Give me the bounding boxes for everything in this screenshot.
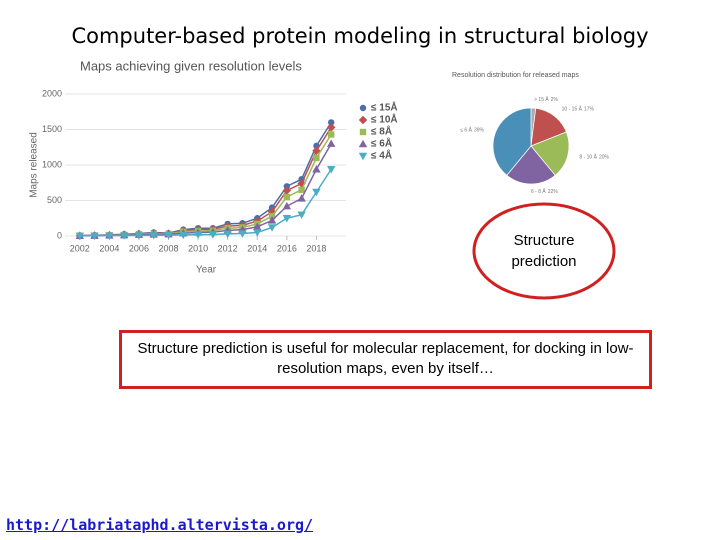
x-tick-label: 2014 <box>247 243 267 253</box>
marker <box>282 201 292 210</box>
pie-slice <box>492 107 532 176</box>
y-tick-label: 0 <box>57 230 62 240</box>
series-line <box>79 126 332 237</box>
x-tick-label: 2016 <box>277 243 297 253</box>
marker <box>238 230 247 238</box>
marker <box>359 104 367 112</box>
marker <box>298 186 305 194</box>
marker <box>267 216 277 224</box>
pie-label: 10 - 15 Å 17% <box>562 106 595 113</box>
x-tick-label: 2010 <box>188 243 208 253</box>
y-tick-label: 1000 <box>42 159 62 169</box>
pie-label: 6 - 8 Å 22% <box>531 188 558 195</box>
marker <box>297 211 306 219</box>
slide-title: Computer-based protein modeling in struc… <box>71 24 649 48</box>
marker <box>312 188 321 197</box>
marker <box>75 232 84 241</box>
marker <box>359 128 367 136</box>
marker <box>208 231 218 239</box>
marker <box>119 232 129 240</box>
marker <box>223 230 232 239</box>
marker <box>149 232 158 240</box>
y-tick-label: 500 <box>47 195 62 205</box>
pie-value: 20% <box>599 155 610 161</box>
x-axis-label: Year <box>196 265 217 276</box>
marker <box>328 131 335 138</box>
link[interactable]: http://labriataphd.altervista.org/ <box>6 516 314 534</box>
pie-label: 8 - 10 Å 20% <box>579 154 609 161</box>
marker <box>358 152 368 161</box>
series-line <box>79 134 332 237</box>
marker <box>283 183 291 190</box>
pie-label: > 15 Å 2% <box>534 96 558 103</box>
pie-category: 6 - 8 Å <box>531 188 546 195</box>
note-box: Structure prediction is useful for molec… <box>119 330 652 389</box>
marker <box>358 115 368 125</box>
y-axis-label: Maps released <box>29 132 40 198</box>
ellipse-label: Structure prediction <box>511 232 577 270</box>
y-tick-label: 1500 <box>42 124 62 134</box>
marker <box>312 146 321 155</box>
series-line <box>79 121 332 237</box>
pie-value: 39% <box>474 128 485 134</box>
chart-title: Maps achieving given resolution levels <box>80 58 302 73</box>
marker <box>358 139 368 148</box>
pie-value: 22% <box>548 189 559 195</box>
marker <box>283 193 291 201</box>
marker <box>312 165 321 173</box>
marker <box>268 212 276 220</box>
pie-slice <box>506 145 556 185</box>
marker <box>179 231 188 240</box>
pie-category: > 15 Å <box>534 96 549 103</box>
x-tick-label: 2018 <box>306 243 326 253</box>
pie-label: ≤ 6 Å 39% <box>460 127 484 134</box>
marker <box>327 139 336 147</box>
pie-category: 8 - 10 Å <box>579 154 597 161</box>
marker <box>105 232 114 240</box>
marker <box>328 119 335 126</box>
pie-slice <box>530 131 570 176</box>
marker <box>90 232 99 240</box>
y-tick-label: 2000 <box>42 88 62 98</box>
marker <box>193 231 203 239</box>
marker <box>164 231 173 240</box>
x-tick-label: 2008 <box>159 243 179 253</box>
marker <box>253 229 262 237</box>
pie-category: ≤ 6 Å <box>460 127 472 134</box>
pie-category: 10 - 15 Å <box>562 106 583 113</box>
marker <box>327 166 336 174</box>
series-line <box>79 143 332 237</box>
pie-value: 2% <box>551 97 559 103</box>
marker <box>313 154 320 162</box>
legend-label: ≤ 6Å <box>371 137 392 150</box>
legend-label: ≤ 15Å <box>371 101 398 114</box>
x-tick-label: 2012 <box>218 243 238 253</box>
marker <box>297 194 306 202</box>
legend-label: ≤ 8Å <box>371 125 392 138</box>
legend-label: ≤ 10Å <box>371 113 398 126</box>
marker <box>134 232 144 240</box>
marker <box>253 222 262 230</box>
ellipse <box>472 202 616 300</box>
legend-label: ≤ 4Å <box>371 149 392 162</box>
marker <box>282 215 292 223</box>
x-tick-label: 2004 <box>99 243 119 253</box>
pie-value: 17% <box>584 107 595 113</box>
marker <box>327 123 336 132</box>
x-tick-label: 2006 <box>129 243 149 253</box>
chart-title: Resolution distribution for released map… <box>452 72 579 79</box>
marker <box>282 186 292 195</box>
x-tick-label: 2002 <box>70 243 90 253</box>
marker <box>267 224 277 232</box>
